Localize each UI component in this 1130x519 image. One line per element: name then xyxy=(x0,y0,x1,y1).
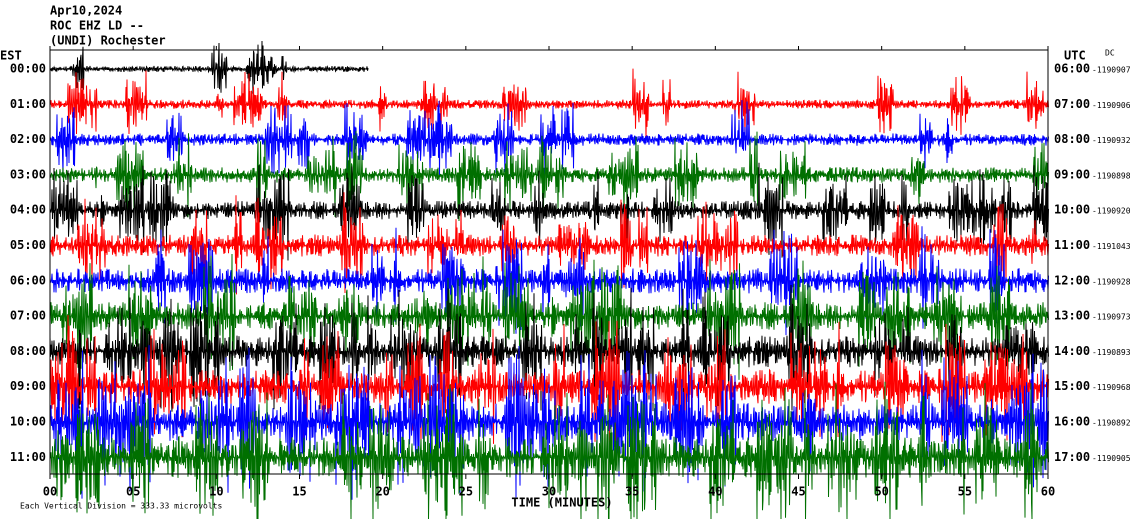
est-label: 06:00 xyxy=(10,273,46,287)
utc-label: 08:00 xyxy=(1054,132,1090,146)
x-axis-label: TIME (MINUTES) xyxy=(511,496,612,510)
x-tick-label: 55 xyxy=(958,485,972,499)
offset-label: -1190973 xyxy=(1092,313,1130,322)
trace xyxy=(49,192,1049,295)
x-tick-label: 10 xyxy=(209,485,223,499)
offset-label: -1190920 xyxy=(1092,207,1130,216)
offset-label: -1190907 xyxy=(1092,66,1130,75)
location: (UNDI) Rochester xyxy=(50,34,166,48)
offset-label: -1190932 xyxy=(1092,136,1130,145)
trace xyxy=(49,100,1049,181)
date: Apr10,2024 xyxy=(50,4,122,18)
offset-label: -1190893 xyxy=(1092,348,1130,357)
est-label: 00:00 xyxy=(10,62,46,76)
x-tick-label: 50 xyxy=(874,485,888,499)
utc-label: 07:00 xyxy=(1054,97,1090,111)
est-label: 09:00 xyxy=(10,379,46,393)
est-label: 05:00 xyxy=(10,238,46,252)
est-label: 04:00 xyxy=(10,203,46,217)
left-axis-label: EST xyxy=(0,49,22,63)
x-tick-label: 05 xyxy=(126,485,140,499)
offset-label: -1190905 xyxy=(1092,454,1130,463)
est-label: 03:00 xyxy=(10,167,46,181)
offset-label: -1190906 xyxy=(1092,101,1130,110)
trace xyxy=(49,40,369,94)
est-label: 02:00 xyxy=(10,132,46,146)
trace xyxy=(49,68,1049,140)
offset-label: -1190898 xyxy=(1092,171,1130,180)
est-label: 10:00 xyxy=(10,415,46,429)
offset-label: -1190892 xyxy=(1092,419,1130,428)
x-tick-label: 00 xyxy=(43,485,57,499)
est-label: 08:00 xyxy=(10,344,46,358)
traces xyxy=(49,40,1049,519)
est-label: 11:00 xyxy=(10,450,46,464)
x-tick-label: 45 xyxy=(791,485,805,499)
station: ROC EHZ LD -- xyxy=(50,19,144,33)
dc-label: DC xyxy=(1105,49,1115,58)
x-tick-label: 35 xyxy=(625,485,639,499)
offset-label: -1190928 xyxy=(1092,277,1130,286)
x-tick-label: 30 xyxy=(542,485,556,499)
utc-label: 16:00 xyxy=(1054,415,1090,429)
offset-label: -1191043 xyxy=(1092,242,1130,251)
trace xyxy=(49,315,1049,452)
trace xyxy=(49,226,1049,336)
utc-label: 11:00 xyxy=(1054,238,1090,252)
utc-label: 17:00 xyxy=(1054,450,1090,464)
utc-label: 13:00 xyxy=(1054,309,1090,323)
utc-label: 06:00 xyxy=(1054,62,1090,76)
trace xyxy=(49,284,1049,413)
est-label: 01:00 xyxy=(10,97,46,111)
trace xyxy=(49,162,1049,261)
trace xyxy=(49,253,1049,380)
est-label: 07:00 xyxy=(10,309,46,323)
utc-label: 14:00 xyxy=(1054,344,1090,358)
right-axis-label: UTC xyxy=(1064,49,1086,63)
x-tick-label: 15 xyxy=(292,485,306,499)
footer: Each Vertical Division = 333.33 microvol… xyxy=(20,502,222,511)
trace xyxy=(49,130,1049,222)
offset-label: -1190968 xyxy=(1092,383,1130,392)
x-tick-label: 60 xyxy=(1041,485,1055,499)
x-tick-label: 40 xyxy=(708,485,722,499)
x-tick-label: 25 xyxy=(459,485,473,499)
utc-label: 10:00 xyxy=(1054,203,1090,217)
utc-label: 09:00 xyxy=(1054,167,1090,181)
utc-label: 12:00 xyxy=(1054,273,1090,287)
x-tick-label: 20 xyxy=(375,485,389,499)
utc-label: 15:00 xyxy=(1054,379,1090,393)
